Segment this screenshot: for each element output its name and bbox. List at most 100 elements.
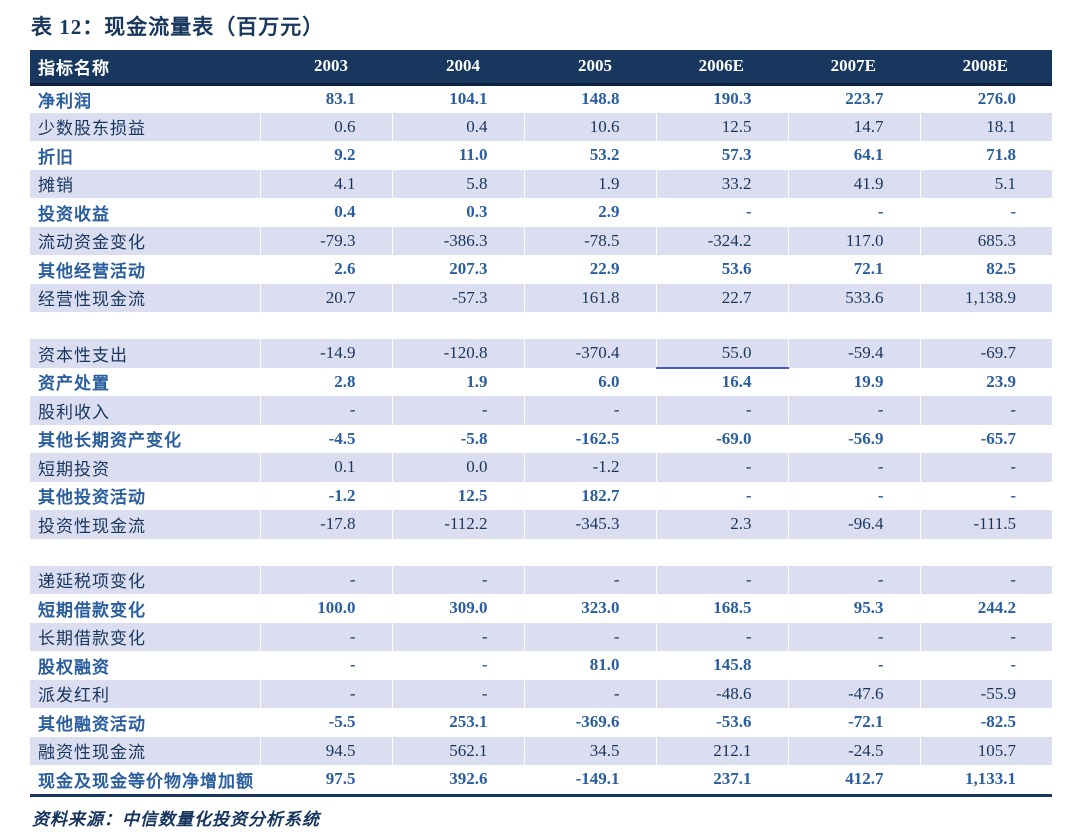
column-header-year: 2007E [788,50,920,86]
value-cell: -386.3 [392,226,525,255]
value-cell: 1,133.1 [965,769,1016,789]
value-cell: 6.0 [524,367,657,396]
row-label: 经营性现金流 [30,283,261,312]
value-cell: -149.1 [524,765,657,794]
value-cell: 2.3 [656,510,789,539]
value-cell: 53.6 [656,255,789,284]
row-label: 其他投资活动 [30,481,261,510]
value-cell: 97.5 [260,765,393,794]
value-cell: 253.1 [392,708,525,737]
value-cell: - [788,565,921,594]
row-label: 短期投资 [30,453,261,482]
value-cell: 685.3 [920,226,1052,255]
table-row: 短期借款变化 100.0 309.0 323.0 168.5 95.3 244.2 [30,594,1052,623]
value-cell: 83.1 [260,84,393,113]
value-cell: - [788,198,921,227]
value-cell: 0.3 [392,198,525,227]
value-cell: 412.7 [788,765,921,794]
value-cell: - [920,565,1052,594]
value-cell: -369.6 [524,708,657,737]
value-cell: 190.3 [656,84,789,113]
value-cell: - [260,565,393,594]
value-cell: - [524,679,657,708]
value-cell: 0.4 [260,198,393,227]
value-cell: - [788,481,921,510]
value-cell: 0.4 [392,112,525,141]
value-cell: 2.6 [260,255,393,284]
value-cell: 1.9 [524,169,657,198]
value-cell: -5.5 [260,708,393,737]
value-cell: - [392,679,525,708]
value-cell: 95.3 [788,594,921,623]
value-cell: - [788,651,921,680]
value-cell: 1,138.9 [920,283,1052,312]
column-header-indicator: 指标名称 [30,50,260,86]
value-cell: -69.7 [920,339,1052,368]
table-row: 资产处置 2.8 1.9 6.0 16.4 19.9 23.9 [30,367,1052,396]
row-label: 净利润 [30,84,261,113]
value-cell: 71.8 [986,145,1016,165]
table-row: 递延税项变化 - - - - - - [30,565,1052,594]
value-cell: 14.7 [788,112,921,141]
value-cell: -17.8 [260,510,393,539]
value-cell: 161.8 [524,283,657,312]
value-cell: 82.5 [986,259,1016,279]
row-label: 摊销 [30,169,261,198]
table-row: 流动资金变化 -79.3 -386.3 -78.5 -324.2 117.0 685.3 [30,226,1052,255]
value-cell: - [392,565,525,594]
column-header-year: 2008E [920,50,1052,86]
value-cell: 12.5 [392,481,525,510]
value-cell: - [920,453,1052,482]
row-label: 融资性现金流 [30,736,261,765]
value-cell: -1.2 [524,453,657,482]
value-cell: -82.5 [980,712,1016,732]
value-cell: 309.0 [392,594,525,623]
column-header-year: 2004 [392,50,524,86]
row-label: 少数股东损益 [30,112,261,141]
section-gap [30,539,1052,566]
value-cell: 276.0 [977,89,1016,108]
table-row: 少数股东损益 0.6 0.4 10.6 12.5 14.7 18.1 [30,112,1052,141]
table-row: 派发红利 - - - -48.6 -47.6 -55.9 [30,679,1052,708]
table-row: 融资性现金流 94.5 562.1 34.5 212.1 -24.5 105.7 [30,736,1052,765]
value-cell: 33.2 [656,169,789,198]
table-row: 短期投资 0.1 0.0 -1.2- - - [30,453,1052,482]
value-cell: -162.5 [524,424,657,453]
value-cell: 2.8 [260,367,393,396]
value-cell: -53.6 [656,708,789,737]
value-cell: -47.6 [788,679,921,708]
value-cell: 18.1 [920,112,1052,141]
row-label: 资本性支出 [30,339,261,368]
table-row: 股利收入 - - - - - - [30,396,1052,425]
value-cell: -55.9 [920,679,1052,708]
value-cell: 207.3 [392,255,525,284]
table-row: 资本性支出 -14.9 -120.8 -370.4 55.0 -59.4 -69.7 [30,339,1052,369]
value-cell: -14.9 [260,339,393,368]
row-label: 股利收入 [30,396,261,425]
value-cell: 244.2 [977,598,1016,618]
row-label: 股权融资 [30,651,261,680]
value-cell: 168.5 [656,594,789,623]
value-cell: 0.0 [392,453,525,482]
value-cell: -72.1 [788,708,921,737]
value-cell: 148.8 [524,84,657,113]
value-cell: - [392,396,525,425]
value-cell: 57.3 [656,141,789,170]
cash-flow-table: 指标名称 2003 2004 2005 2006E 2007E 2008E 净利润 83.1 1… [30,50,1052,794]
value-cell: -56.9 [788,424,921,453]
value-cell: - [260,622,393,651]
row-label: 长期借款变化 [30,622,261,651]
table-row: 其他长期资产变化 -4.5 -5.8 -162.5 -69.0 -56.9 -65.7 [30,424,1052,453]
value-cell: 533.6 [788,283,921,312]
value-cell: 223.7 [788,84,921,113]
table-row: 其他投资活动 -1.2 12.5 182.7- - - [30,481,1052,510]
table-bottom-border [30,793,1052,797]
table-row: 投资性现金流 -17.8 -112.2 -345.3 2.3 -96.4 -111.5 [30,510,1052,539]
row-label: 流动资金变化 [30,226,261,255]
value-cell: -120.8 [392,339,525,368]
value-cell: -59.4 [788,339,921,368]
value-cell: 0.1 [260,453,393,482]
value-cell: 182.7 [524,481,657,510]
value-cell: -48.6 [656,679,789,708]
